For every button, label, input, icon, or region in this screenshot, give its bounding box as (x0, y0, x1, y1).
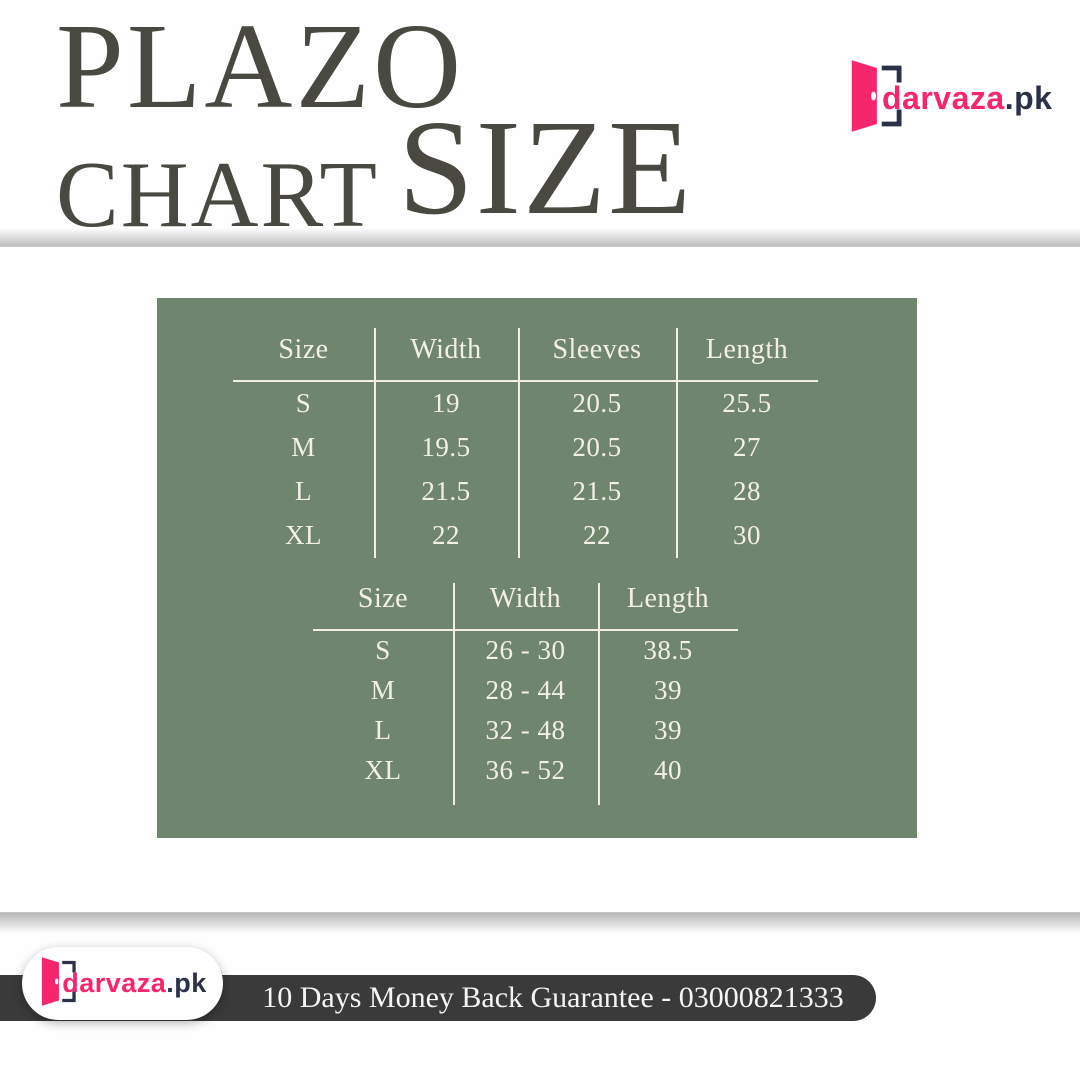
table-cell: 19.5 (421, 431, 471, 462)
table-cell: 22 (583, 519, 611, 550)
table-cell: 21.5 (572, 475, 622, 506)
table-cell: L (374, 714, 392, 745)
table-cell: 38.5 (643, 634, 693, 665)
table-cell: 19 (432, 387, 460, 418)
column-header: Size (357, 583, 409, 614)
table-cell: 20.5 (572, 431, 622, 462)
table-cell: 27 (733, 431, 761, 462)
table-cell: 36 - 52 (485, 754, 566, 785)
table-column-divider (374, 328, 376, 558)
footer-divider-shadow (0, 912, 1080, 933)
table-column-divider (676, 328, 678, 558)
table-column-divider (598, 583, 600, 805)
brand-wordmark: darvaza.pk (882, 80, 1052, 117)
column-header: Length (705, 333, 789, 365)
brand-name: darvaza (62, 968, 167, 998)
brand-suffix: .pk (1004, 80, 1053, 116)
door-icon (846, 60, 902, 137)
table-cell: 28 - 44 (485, 674, 566, 705)
table-cell: 40 (654, 754, 682, 785)
table-cell: M (370, 674, 396, 705)
table-cell: 32 - 48 (485, 714, 566, 745)
column-header: Sleeves (552, 333, 642, 365)
table-cell: 25.5 (722, 387, 772, 418)
table-cell: 22 (432, 519, 460, 550)
brand-logo-footer: darvaza.pk (38, 956, 207, 1011)
column-header: Width (489, 583, 562, 614)
table-cell: 39 (654, 674, 682, 705)
table-column-divider (518, 328, 520, 558)
table-header-underline (233, 380, 818, 382)
table-cell: M (291, 431, 316, 462)
size-table-bottom: Size Width Length S 26 - 30 38.5 M 28 - … (313, 568, 738, 805)
size-chart-panel: Size Width Sleeves Length S 19 20.5 25.5… (157, 298, 917, 838)
table-cell: 21.5 (421, 475, 471, 506)
door-icon (38, 956, 76, 1011)
table-cell: XL (285, 519, 322, 550)
brand-name: darvaza (882, 80, 1005, 116)
table-cell: S (295, 387, 312, 418)
table-header-underline (313, 629, 738, 631)
guarantee-text: 10 Days Money Back Guarantee - 030008213… (262, 981, 844, 1014)
table-cell: XL (364, 754, 402, 785)
brand-suffix: .pk (166, 968, 207, 998)
size-table-top: Size Width Sleeves Length S 19 20.5 25.5… (233, 318, 818, 558)
page-title-chart: CHART (56, 143, 379, 247)
header-divider-shadow (0, 228, 1080, 247)
table-cell: 39 (654, 714, 682, 745)
column-header: Length (626, 583, 710, 614)
table-cell: S (375, 634, 391, 665)
table-cell: 30 (733, 519, 761, 550)
table-cell: 26 - 30 (485, 634, 566, 665)
table-column-divider (453, 583, 455, 805)
page-title-plazo: PLAZO (56, 0, 465, 134)
page-title-size: SIZE (398, 93, 694, 243)
table-cell: 28 (733, 475, 761, 506)
table-cell: L (295, 475, 312, 506)
brand-wordmark: darvaza.pk (62, 968, 207, 999)
brand-logo-header: darvaza.pk (846, 60, 1052, 137)
column-header: Width (410, 333, 482, 365)
brand-logo-footer-pill: darvaza.pk (22, 947, 223, 1020)
column-header: Size (278, 333, 329, 365)
table-cell: 20.5 (572, 387, 622, 418)
